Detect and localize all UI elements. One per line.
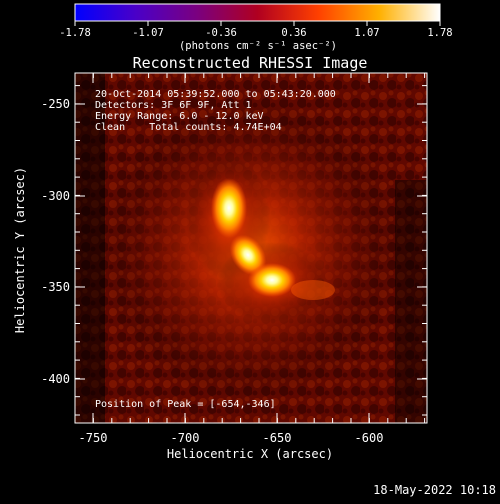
y-axis-tick-label: -350 xyxy=(41,280,70,294)
x-axis-tick-labels: -750 -700 -650 -600 xyxy=(79,431,384,445)
y-axis-ticks xyxy=(75,85,427,416)
colorbar-tick-label: -1.78 xyxy=(59,27,91,39)
y-axis-tick-label: -300 xyxy=(41,189,70,203)
colorbar-tick-label: 0.36 xyxy=(281,27,306,39)
x-axis-tick-label: -700 xyxy=(171,431,200,445)
colorbar xyxy=(75,4,440,21)
plot-title: Reconstructed RHESSI Image xyxy=(133,54,368,72)
y-axis-tick-label: -400 xyxy=(41,372,70,386)
colorbar-tick-label: 1.07 xyxy=(354,27,379,39)
colorbar-tick-label: -1.07 xyxy=(132,27,164,39)
y-axis-tick-labels: -250 -300 -350 -400 xyxy=(41,97,70,386)
hotspot-middle xyxy=(229,234,267,276)
annotation-clean-counts: Clean Total counts: 4.74E+04 xyxy=(95,122,282,133)
x-axis-label: Heliocentric X (arcsec) xyxy=(167,447,333,461)
annotation-time-range: 20-Oct-2014 05:39:52.000 to 05:43:20.000 xyxy=(95,89,336,100)
hotspot-upper xyxy=(211,178,247,238)
colorbar-tick-label: -0.36 xyxy=(205,27,237,39)
colorbar-tick-labels: -1.78 -1.07 -0.36 0.36 1.07 1.78 xyxy=(59,27,452,39)
peak-position-label: Position of Peak = [-654,-346] xyxy=(95,399,276,410)
image-right-dark-edge xyxy=(395,180,427,423)
x-axis-tick-label: -650 xyxy=(263,431,292,445)
colorbar-unit-label: (photons cm⁻² s⁻¹ asec⁻²) xyxy=(179,40,337,52)
emission-tail xyxy=(291,280,335,300)
hotspot-lower xyxy=(248,263,296,297)
colorbar-frame xyxy=(74,3,441,22)
image-left-dark-edge xyxy=(75,73,105,423)
y-axis-tick-label: -250 xyxy=(41,97,70,111)
x-axis-tick-label: -750 xyxy=(79,431,108,445)
x-axis-tick-label: -600 xyxy=(355,431,384,445)
annotation-detectors: Detectors: 3F 6F 9F, Att 1 xyxy=(95,100,252,111)
plot-frame xyxy=(74,72,428,424)
colorbar-tick-label: 1.78 xyxy=(427,27,452,39)
y-axis-label: Heliocentric Y (arcsec) xyxy=(13,167,27,333)
colorbar-ticks xyxy=(74,21,441,26)
annotation-energy-range: Energy Range: 6.0 - 12.0 keV xyxy=(95,111,264,122)
render-timestamp: 18-May-2022 10:18 xyxy=(373,483,496,497)
rhessi-image xyxy=(75,73,427,423)
x-axis-ticks xyxy=(74,73,426,423)
